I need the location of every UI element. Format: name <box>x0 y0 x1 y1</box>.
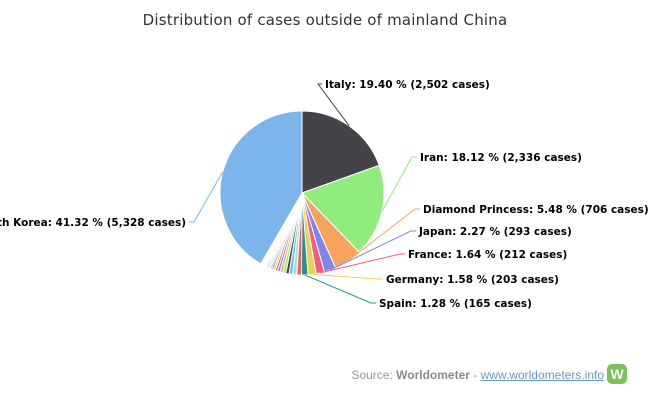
slice-label: Diamond Princess: 5.48 % (706 cases) <box>423 204 649 216</box>
slice-label: Japan: 2.27 % (293 cases) <box>418 226 572 238</box>
source-link[interactable]: www.worldometers.info <box>480 368 604 382</box>
pie-slice-iran[interactable] <box>301 164 385 253</box>
label-connector <box>304 274 376 304</box>
chart-title: Distribution of cases outside of mainlan… <box>142 11 508 29</box>
slice-label: Iran: 18.12 % (2,336 cases) <box>420 152 582 164</box>
slice-labels: Italy: 19.40 % (2,502 cases) Iran: 18.12 … <box>0 79 649 310</box>
label-connector <box>312 273 383 280</box>
source-prefix: Source: <box>351 368 397 382</box>
source-brand: Worldometer <box>396 368 470 382</box>
pie-slices <box>219 110 385 276</box>
slice-label: South Korea: 41.32 % (5,328 cases) <box>0 217 186 229</box>
label-connector <box>317 83 350 127</box>
source-credit: Source: Worldometer - www.worldometers.i… <box>351 368 604 382</box>
pie-slice-south-korea[interactable] <box>219 110 303 265</box>
source-separator: - <box>469 368 481 382</box>
label-connectors <box>189 83 420 304</box>
slice-label: Italy: 19.40 % (2,502 cases) <box>325 79 490 91</box>
label-connector <box>189 171 224 223</box>
slice-label: Germany: 1.58 % (203 cases) <box>386 274 559 286</box>
slice-label: Spain: 1.28 % (165 cases) <box>379 298 532 310</box>
label-connector <box>320 253 405 274</box>
slice-label: France: 1.64 % (212 cases) <box>408 249 567 261</box>
label-connector <box>347 208 420 262</box>
label-connector <box>381 156 417 212</box>
label-connector <box>329 230 416 271</box>
worldometer-logo-icon[interactable]: W <box>607 364 627 384</box>
